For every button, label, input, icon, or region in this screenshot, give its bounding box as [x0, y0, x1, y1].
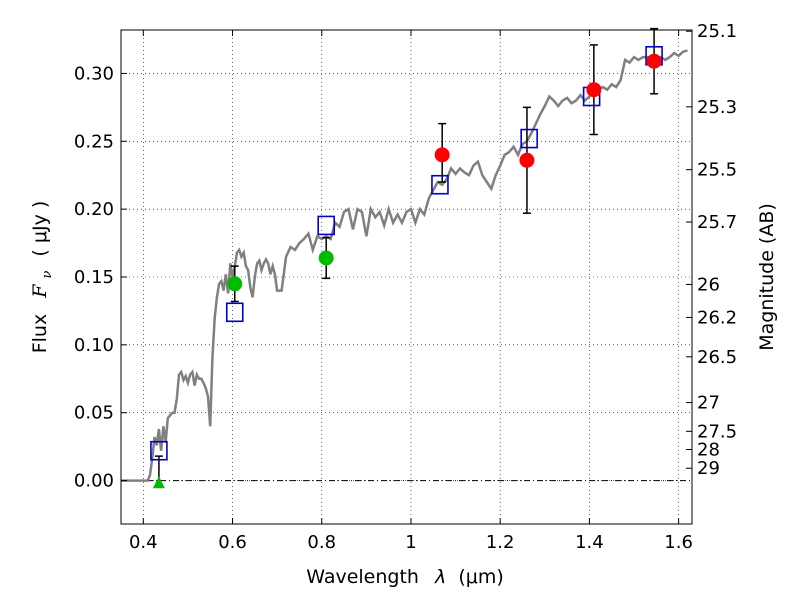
- y2-tick-label: 25.1: [697, 21, 737, 42]
- observed-flux-point: [646, 53, 662, 69]
- y-axis-title-subscript: ν: [40, 271, 55, 279]
- x-axis-title-text: Wavelength: [306, 566, 419, 588]
- x-tick-label: 1.4: [575, 532, 604, 553]
- y2-tick-label: 27.5: [697, 421, 737, 442]
- markers: [150, 45, 663, 489]
- synthetic-photometry-square: [520, 128, 538, 149]
- y2-tick-label: 25.5: [697, 160, 737, 181]
- plot-area: [121, 27, 688, 489]
- synthetic-photometry-square: [150, 440, 168, 461]
- y2-axis-title: Magnitude (AB): [756, 203, 778, 351]
- x-tick-label: 1.2: [486, 532, 515, 553]
- y2-tick-label: 25.7: [697, 212, 737, 233]
- observed-flux-point: [434, 147, 450, 163]
- x-tick-label: 0.8: [307, 532, 336, 553]
- upper-limit-triangle: [152, 476, 165, 489]
- y-tick-label: 0.25: [74, 131, 114, 152]
- y-axis-title: Flux F ν ( μJy ): [29, 201, 56, 354]
- x-tick-label: 0.6: [218, 532, 247, 553]
- observed-flux-point: [318, 250, 334, 266]
- y-axis-title-symbol: F: [29, 284, 51, 299]
- observed-flux-point: [519, 152, 535, 168]
- synthetic-photometry-square: [225, 302, 244, 323]
- y-tick-label: 0.10: [74, 335, 114, 356]
- observed-flux-point: [586, 82, 602, 98]
- y2-tick-label: 28: [697, 439, 720, 460]
- x-axis-ticks: 0.4 0.6 0.8 1 1.2 1.4 1.6: [129, 30, 693, 553]
- y2-tick-label: 25.3: [697, 97, 737, 118]
- model-spectrum-line: [121, 49, 688, 482]
- synthetic-photometry-square: [431, 174, 449, 195]
- x-tick-label: 1: [405, 532, 416, 553]
- y-tick-label: 0.30: [74, 63, 114, 84]
- y-tick-label: 0.20: [74, 199, 114, 220]
- x-axis-title-unit: (μm): [458, 566, 503, 588]
- x-tick-label: 1.6: [664, 532, 693, 553]
- x-axis-title-symbol: λ: [434, 566, 446, 588]
- y-axis-title-text: Flux: [29, 314, 51, 354]
- observed-flux-point: [227, 276, 243, 292]
- y-tick-label: 0.05: [74, 403, 114, 424]
- x-axis-title: Wavelength λ (μm): [306, 566, 503, 588]
- y2-tick-label: 27: [697, 393, 720, 414]
- y2-tick-label: 26.5: [697, 347, 737, 368]
- y-axis-title-unit: ( μJy ): [29, 201, 51, 257]
- y2-tick-label: 29: [697, 458, 720, 479]
- synthetic-photometry-square: [317, 215, 336, 236]
- y-tick-label: 0.00: [74, 471, 114, 492]
- y2-tick-label: 26.2: [697, 307, 737, 328]
- y-axis-ticks: 0.00 0.05 0.10 0.15 0.20 0.25 0.30: [74, 63, 127, 492]
- x-tick-label: 0.4: [129, 532, 158, 553]
- y-tick-label: 0.15: [74, 267, 114, 288]
- y2-tick-label: 26: [697, 274, 720, 295]
